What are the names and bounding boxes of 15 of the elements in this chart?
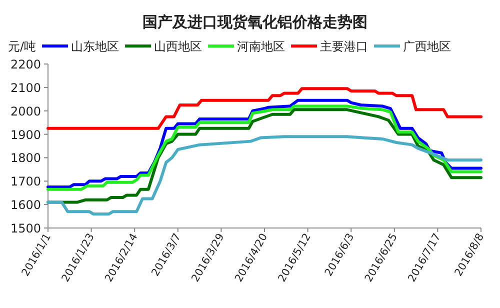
legend-label: 河南地区	[237, 40, 286, 54]
legend-label: 广西地区	[403, 40, 452, 54]
y-tick-label: 1600	[10, 198, 41, 212]
y-tick-label: 1500	[10, 222, 41, 236]
legend-label: 山东地区	[71, 40, 120, 54]
y-tick-label: 2200	[10, 58, 41, 72]
y-tick-label: 1800	[10, 151, 41, 166]
chart-title: 国产及进口现货氧化铝价格走势图	[142, 13, 368, 31]
y-tick-label: 2000	[10, 104, 41, 118]
y-tick-label: 1700	[10, 174, 41, 189]
y-axis-title: 元/吨	[8, 40, 36, 54]
legend-label: 山西地区	[154, 40, 202, 54]
legend-label: 主要港口	[320, 40, 368, 54]
y-tick-label: 1900	[10, 128, 41, 142]
y-tick-label: 2100	[10, 80, 41, 95]
